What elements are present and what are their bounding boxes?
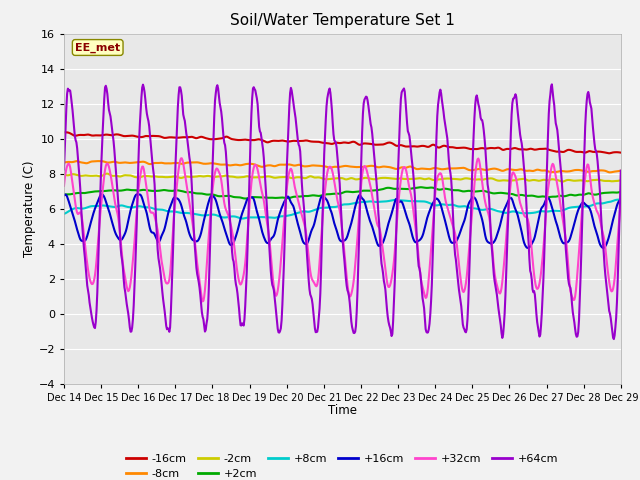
+16cm: [214, 205, 222, 211]
-2cm: [617, 178, 625, 183]
-8cm: [60, 159, 68, 165]
Line: +8cm: +8cm: [64, 199, 621, 218]
-16cm: [214, 136, 221, 142]
-8cm: [617, 168, 625, 174]
+32cm: [199, 299, 207, 304]
+32cm: [70, 192, 78, 197]
+32cm: [178, 156, 186, 161]
-2cm: [214, 174, 222, 180]
+64cm: [548, 82, 556, 87]
+32cm: [617, 198, 625, 204]
Line: +32cm: +32cm: [64, 158, 621, 301]
Legend: -16cm, -8cm, -2cm, +2cm, +8cm, +16cm, +32cm, +64cm: -16cm, -8cm, -2cm, +2cm, +8cm, +16cm, +3…: [122, 449, 563, 480]
-16cm: [426, 143, 434, 149]
-8cm: [606, 169, 614, 175]
+32cm: [412, 226, 419, 231]
+2cm: [127, 187, 135, 193]
+16cm: [128, 202, 136, 208]
+2cm: [60, 192, 68, 198]
-8cm: [428, 166, 435, 172]
+64cm: [184, 142, 192, 147]
-16cm: [70, 132, 78, 138]
Line: -16cm: -16cm: [64, 132, 621, 153]
+16cm: [524, 245, 532, 251]
+64cm: [127, 329, 135, 335]
-16cm: [605, 150, 613, 156]
+2cm: [428, 185, 436, 191]
+8cm: [127, 204, 135, 210]
+32cm: [60, 183, 68, 189]
-2cm: [70, 171, 78, 177]
-8cm: [70, 159, 78, 165]
-8cm: [411, 166, 419, 171]
+8cm: [239, 216, 247, 221]
+16cm: [185, 228, 193, 234]
+16cm: [428, 204, 435, 210]
-2cm: [103, 171, 111, 177]
-2cm: [60, 172, 68, 178]
+16cm: [70, 216, 78, 221]
-8cm: [185, 160, 193, 166]
+8cm: [428, 201, 435, 206]
Line: -8cm: -8cm: [64, 161, 621, 172]
-2cm: [428, 176, 435, 182]
+32cm: [428, 237, 436, 242]
+32cm: [127, 273, 135, 279]
+2cm: [411, 185, 419, 191]
X-axis label: Time: Time: [328, 405, 357, 418]
+64cm: [214, 83, 221, 88]
+8cm: [411, 198, 419, 204]
+16cm: [98, 192, 106, 197]
-16cm: [60, 130, 68, 135]
+2cm: [417, 184, 425, 190]
+2cm: [184, 189, 192, 195]
-8cm: [214, 161, 222, 167]
-2cm: [128, 173, 136, 179]
-16cm: [410, 144, 418, 149]
-2cm: [411, 176, 419, 182]
+2cm: [617, 189, 625, 195]
Title: Soil/Water Temperature Set 1: Soil/Water Temperature Set 1: [230, 13, 455, 28]
+32cm: [185, 195, 193, 201]
+2cm: [70, 191, 78, 196]
Line: +2cm: +2cm: [64, 187, 621, 199]
-8cm: [128, 160, 136, 166]
-16cm: [617, 150, 625, 156]
+64cm: [70, 125, 78, 131]
+8cm: [184, 210, 192, 216]
+16cm: [60, 192, 68, 198]
+8cm: [60, 211, 68, 216]
+64cm: [610, 336, 618, 342]
+64cm: [60, 167, 68, 172]
+32cm: [215, 169, 223, 175]
+2cm: [241, 196, 249, 202]
+64cm: [410, 181, 418, 187]
Text: EE_met: EE_met: [75, 42, 120, 53]
+8cm: [617, 196, 625, 202]
Line: +64cm: +64cm: [64, 84, 621, 339]
+16cm: [411, 239, 419, 245]
Y-axis label: Temperature (C): Temperature (C): [22, 160, 36, 257]
-2cm: [559, 179, 566, 184]
Line: -2cm: -2cm: [64, 174, 621, 181]
Line: +16cm: +16cm: [64, 194, 621, 248]
-2cm: [185, 174, 193, 180]
+8cm: [214, 213, 221, 218]
+64cm: [426, 311, 434, 317]
-8cm: [94, 158, 102, 164]
+2cm: [214, 193, 221, 199]
+8cm: [70, 205, 78, 211]
+64cm: [617, 168, 625, 174]
+16cm: [617, 197, 625, 203]
-16cm: [127, 133, 135, 139]
-16cm: [184, 134, 192, 140]
